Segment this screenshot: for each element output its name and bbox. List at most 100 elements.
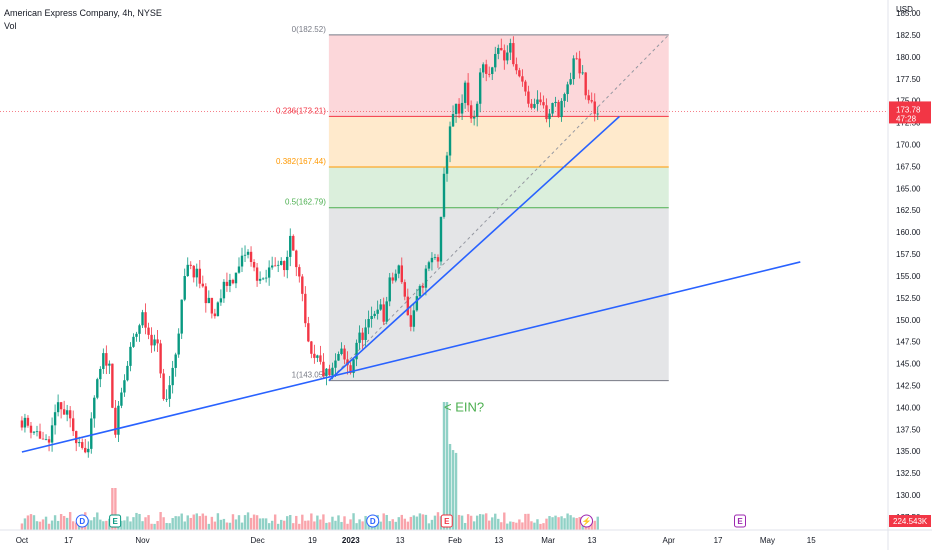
volume-bar xyxy=(237,515,241,530)
earnings-marker xyxy=(440,514,453,528)
currency-label: USD xyxy=(896,5,913,14)
time-tick: 17 xyxy=(714,536,723,545)
volume-bar xyxy=(102,521,105,530)
candle-body xyxy=(560,100,563,118)
volume-bar xyxy=(304,520,307,530)
volume-bar xyxy=(56,520,60,530)
candle-body xyxy=(310,341,313,354)
candle-body xyxy=(168,385,171,399)
candle-body xyxy=(283,260,286,271)
price-tick: 182.50 xyxy=(896,31,921,40)
volume-bar xyxy=(292,523,295,530)
fib-label-0.236: 0.236(173.21) xyxy=(276,106,326,115)
candle-body xyxy=(340,348,343,354)
volume-bar xyxy=(394,521,397,530)
candle-body xyxy=(192,265,195,278)
volume-bar xyxy=(246,512,250,530)
volume-bar xyxy=(361,521,364,530)
candle-body xyxy=(385,301,388,322)
volume-bar xyxy=(195,513,198,530)
candle-body xyxy=(313,353,316,358)
volume-bar xyxy=(469,515,473,530)
candle-body xyxy=(433,257,437,258)
candle-body xyxy=(367,319,370,328)
current-price-countdown: 47:28 xyxy=(896,114,917,123)
candle-body xyxy=(460,102,464,114)
price-tick: 132.50 xyxy=(896,469,921,478)
volume-bar xyxy=(418,513,422,530)
volume-bar xyxy=(283,520,286,530)
volume-bar xyxy=(379,521,382,530)
volume-bar xyxy=(59,514,63,530)
candle-body xyxy=(20,420,24,428)
candle-body xyxy=(524,81,527,92)
candle-body xyxy=(59,402,63,410)
candle-body xyxy=(32,431,36,433)
price-tick: 180.00 xyxy=(896,53,921,62)
candle-body xyxy=(195,268,198,278)
candle-body xyxy=(204,286,208,304)
volume-bar xyxy=(385,514,388,530)
candle-body xyxy=(491,67,494,75)
volume-bar xyxy=(578,517,581,530)
volume-bar xyxy=(485,513,488,530)
volume-bar xyxy=(515,522,518,530)
volume-bar xyxy=(536,519,539,530)
volume-bar xyxy=(551,517,554,530)
fibonacci-retracement: 0(182.52) 0.236(173.21) 0.382(167.44) 0.5(1… xyxy=(0,25,888,382)
volume-bar xyxy=(180,513,183,530)
fib-label-0: 0(182.52) xyxy=(292,25,327,34)
candle-body xyxy=(177,333,180,355)
candle-body xyxy=(500,48,503,51)
volume-bar xyxy=(512,521,515,530)
candle-body xyxy=(162,373,165,400)
volume-bar xyxy=(325,522,328,530)
volume-bar xyxy=(192,514,195,530)
candle-body xyxy=(304,293,307,324)
candle-body xyxy=(424,268,428,288)
candle-body xyxy=(361,332,364,340)
candle-body xyxy=(334,360,337,368)
candle-body xyxy=(382,304,385,322)
volume-bar xyxy=(138,513,141,530)
volume-bar xyxy=(548,516,551,530)
fib-zone-0.236 xyxy=(328,34,669,117)
volume-bar xyxy=(111,488,114,530)
candle-body xyxy=(141,312,144,326)
candle-body xyxy=(448,126,452,156)
fib-zone-0.382 xyxy=(328,116,669,167)
candle-body xyxy=(590,100,593,102)
volume-bar xyxy=(301,514,304,530)
candle-body xyxy=(512,43,515,65)
volume-bar xyxy=(560,516,563,530)
volume-bar xyxy=(527,513,530,530)
candle-body xyxy=(90,418,93,449)
candle-body xyxy=(430,257,434,263)
candle-body xyxy=(418,286,422,297)
volume-bar xyxy=(346,523,349,530)
candle-body xyxy=(301,276,304,294)
volume-bars xyxy=(20,402,599,530)
candle-body xyxy=(409,315,413,327)
volume-bar xyxy=(436,512,440,530)
price-tick: 145.00 xyxy=(896,360,921,369)
price-tick: 135.00 xyxy=(896,447,921,456)
volume-bar xyxy=(503,512,506,530)
candle-body xyxy=(472,116,476,119)
volume-bar xyxy=(349,519,352,530)
volume-bar xyxy=(65,517,69,530)
candle-body xyxy=(376,309,379,314)
candle-body xyxy=(572,58,575,80)
event-letter: E xyxy=(737,517,743,526)
volume-bar xyxy=(44,516,48,530)
earnings-marker xyxy=(734,514,746,528)
volume-bar xyxy=(424,514,428,530)
candle-body xyxy=(485,64,488,74)
candle-body xyxy=(587,95,590,101)
volume-bar xyxy=(156,521,159,530)
candle-body xyxy=(201,283,205,287)
candle-body xyxy=(225,281,229,286)
candle-body xyxy=(153,339,156,346)
volume-bar xyxy=(276,523,280,530)
